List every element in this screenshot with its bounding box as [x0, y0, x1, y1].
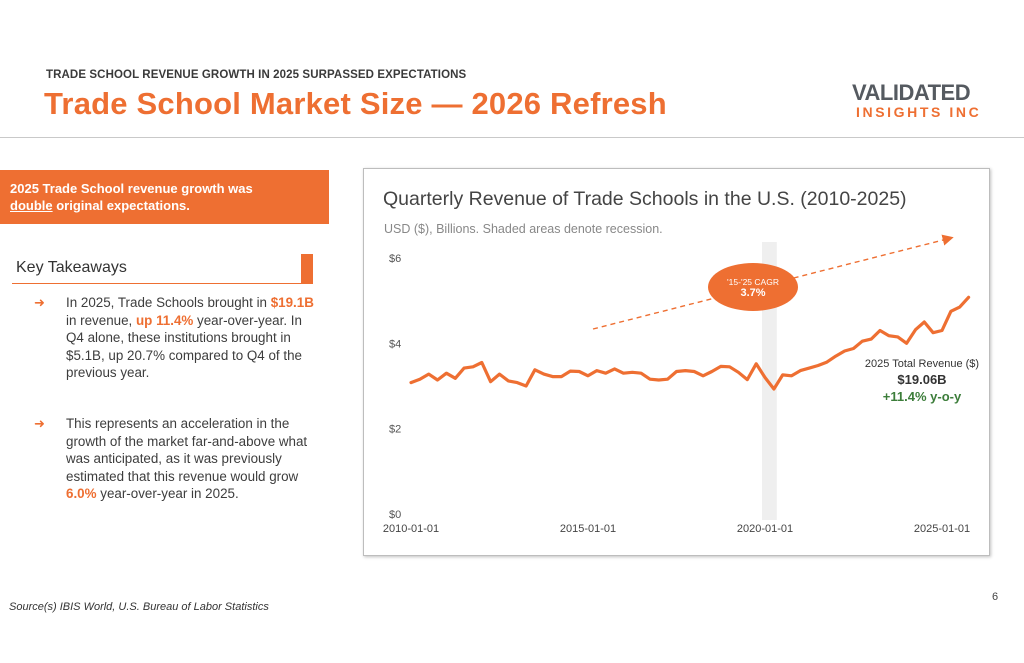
chart-title: Quarterly Revenue of Trade Schools in th… — [383, 188, 907, 210]
revenue-series-line — [409, 295, 971, 391]
highlight-callout: 2025 Trade School revenue growth was dou… — [0, 170, 329, 224]
x-tick-label: 2015-01-01 — [560, 523, 616, 535]
y-tick-label: $4 — [389, 338, 401, 350]
bullet1-growth-value: up 11.4% — [135, 312, 194, 328]
arrow-right-icon: ➜ — [34, 416, 45, 431]
chart-panel — [363, 168, 990, 556]
y-tick-label: $0 — [389, 509, 401, 521]
y-tick-label: $2 — [389, 424, 401, 436]
key-takeaways-underline — [12, 283, 302, 284]
cagr-label: '15-'25 CAGR — [727, 277, 779, 287]
arrow-right-icon: ➜ — [34, 295, 45, 310]
bullet2-growth-value: 6.0% — [66, 486, 97, 501]
takeaway-bullet-1: ➜ In 2025, Trade Schools brought in $19.… — [34, 294, 319, 382]
bullet1-text-b: in revenue, — [66, 312, 136, 328]
chart-subtitle: USD ($), Billions. Shaded areas denote r… — [384, 222, 663, 236]
bullet2-text-b: year-over-year in 2025. — [96, 486, 239, 501]
page-title: Trade School Market Size — 2026 Refresh — [44, 86, 667, 121]
x-tick-label: 2010-01-01 — [383, 523, 439, 535]
page-number: 6 — [992, 591, 999, 603]
callout-rest: original expectations. — [52, 198, 190, 213]
y-tick-label: $6 — [389, 253, 401, 265]
company-logo: VALIDATED INSIGHTS INC — [852, 80, 1002, 124]
key-takeaways-accent — [301, 254, 313, 284]
annotation-label: 2025 Total Revenue ($) — [864, 358, 980, 370]
logo-bottom-text: INSIGHTS INC — [856, 104, 982, 120]
takeaway-bullet-2: ➜ This represents an acceleration in the… — [34, 415, 319, 503]
bullet1-text-a: In 2025, Trade Schools brought in — [66, 295, 271, 310]
bullet1-revenue-value: $19.1B — [270, 295, 314, 310]
cagr-value: 3.7% — [740, 287, 766, 299]
eyebrow-heading: TRADE SCHOOL REVENUE GROWTH IN 2025 SURP… — [46, 69, 467, 81]
callout-line1: 2025 Trade School revenue growth was — [10, 181, 253, 196]
x-tick-label: 2020-01-01 — [737, 523, 793, 535]
cagr-bubble: '15-'25 CAGR 3.7% — [708, 263, 798, 311]
bullet1-text-c: year-over-year. In Q4 alone, these insti… — [66, 312, 302, 381]
header-divider — [0, 137, 1024, 138]
x-tick-label: 2025-01-01 — [914, 523, 970, 535]
logo-top-text: VALIDATED — [852, 80, 971, 105]
callout-emphasis: double — [10, 198, 53, 213]
annotation-value: $19.06B — [897, 372, 947, 387]
annotation-change: +11.4% y-o-y — [882, 389, 962, 404]
key-takeaways-title: Key Takeaways — [16, 259, 127, 276]
source-note: Source(s) IBIS World, U.S. Bureau of Lab… — [9, 601, 269, 613]
bullet2-text-a: This represents an acceleration in the g… — [66, 416, 308, 484]
